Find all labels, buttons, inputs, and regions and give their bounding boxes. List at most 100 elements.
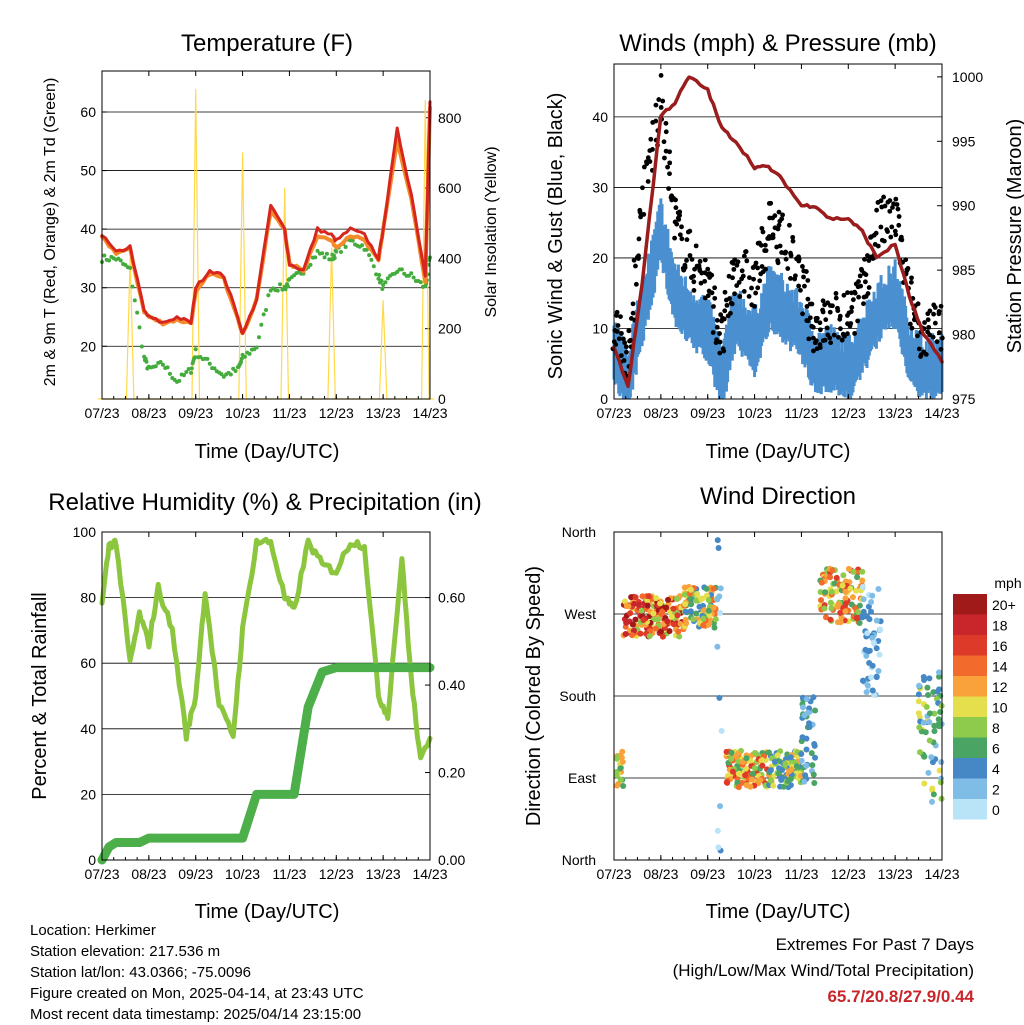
gust-point: [938, 303, 944, 309]
dewpoint-point: [205, 356, 210, 361]
legend-title: mph: [994, 575, 1021, 591]
direction-title: Wind Direction: [700, 483, 856, 510]
gust-point: [747, 275, 752, 281]
gust-point: [868, 234, 873, 240]
gust-point: [709, 290, 715, 296]
station-info: Location: Herkimer Station elevation: 21…: [30, 920, 364, 1025]
gust-point: [730, 275, 735, 281]
gust-point: [710, 330, 716, 335]
gust-point: [674, 221, 680, 227]
dewpoint-point: [256, 335, 261, 340]
gust-point: [717, 331, 722, 336]
direction-point: [631, 600, 638, 607]
dewpoint-point: [189, 370, 194, 375]
direction-point: [650, 610, 657, 617]
gust-point: [751, 276, 756, 282]
y2-tick-label: 1000: [952, 69, 983, 85]
dewpoint-point: [371, 264, 376, 269]
gust-point: [873, 230, 879, 236]
gust-point: [936, 309, 942, 314]
gust-point: [757, 278, 763, 284]
direction-point: [802, 772, 809, 779]
direction-point: [657, 628, 664, 635]
direction-point: [859, 583, 866, 590]
x-tick-label: 08/23: [131, 405, 166, 421]
gust-point: [852, 290, 858, 296]
gust-point: [679, 224, 684, 230]
gust-point: [714, 317, 720, 323]
x-tick-label: 11/23: [784, 866, 818, 882]
gust-point: [909, 325, 915, 331]
gust-point: [810, 324, 816, 330]
direction-point: [827, 616, 834, 623]
direction-point: [687, 608, 694, 615]
direction-point: [925, 769, 932, 776]
gust-point: [780, 212, 785, 218]
dewpoint-point: [381, 283, 386, 288]
winds-title: Winds (mph) & Pressure (mb): [619, 30, 936, 57]
gust-point: [895, 206, 901, 212]
y-tick-label: 10: [592, 320, 608, 336]
gust-point: [820, 298, 826, 304]
legend-swatch: [953, 614, 987, 635]
gust-point: [741, 289, 747, 294]
gust-point: [927, 332, 933, 338]
gust-point: [788, 253, 794, 258]
x-tick-label: 10/23: [737, 405, 772, 421]
temperature-y2label: Solar Insolation (Yellow): [483, 146, 500, 317]
gust-point: [925, 317, 931, 323]
gust-point: [907, 321, 913, 327]
direction-point: [659, 608, 666, 615]
gust-point: [779, 216, 785, 222]
gust-point: [628, 337, 634, 343]
gust-point: [824, 325, 830, 331]
direction-point: [829, 567, 836, 574]
x-tick-label: 13/23: [366, 866, 401, 882]
y-tick-label: 60: [80, 655, 96, 671]
gust-point: [776, 209, 782, 215]
direction-point: [926, 737, 933, 744]
gust-point: [772, 213, 778, 219]
y-tick-label: West: [564, 606, 596, 622]
y2-tick-label: 985: [952, 262, 976, 278]
direction-point: [644, 602, 651, 609]
x-tick-label: 13/23: [878, 866, 913, 882]
gust-point: [923, 352, 929, 357]
direction-point: [714, 596, 721, 603]
gust-point: [660, 98, 666, 104]
y2-tick-label: 0.60: [438, 590, 465, 606]
gust-point: [837, 313, 843, 319]
direction-point: [759, 762, 766, 769]
gust-point: [783, 249, 789, 255]
dewpoint-point: [418, 280, 423, 285]
direction-point: [690, 616, 697, 623]
x-tick-label: 08/23: [643, 405, 678, 421]
x-tick-label: 13/23: [366, 405, 401, 421]
direction-point: [694, 590, 701, 597]
gust-point: [836, 334, 841, 340]
gust-point: [714, 324, 720, 330]
gust-point: [785, 266, 791, 271]
gust-point: [702, 278, 708, 284]
direction-point: [935, 716, 942, 723]
gust-point: [711, 304, 716, 309]
direction-point: [842, 595, 849, 602]
gust-point: [833, 290, 839, 296]
direction-point: [801, 712, 808, 719]
humidity-title: Relative Humidity (%) & Precipitation (i…: [48, 489, 481, 516]
direction-point: [834, 619, 841, 626]
gust-point: [874, 207, 880, 213]
direction-point: [812, 754, 819, 761]
direction-point: [670, 621, 677, 628]
dewpoint-point: [239, 359, 244, 364]
direction-point: [717, 803, 724, 810]
gust-point: [737, 294, 743, 299]
gust-point: [622, 340, 628, 346]
dewpoint-point: [379, 279, 384, 284]
gust-point: [732, 291, 737, 297]
gust-point: [775, 260, 781, 266]
y2-tick-label: 400: [438, 250, 462, 266]
dewpoint-point: [377, 273, 382, 278]
direction-point: [700, 615, 707, 622]
